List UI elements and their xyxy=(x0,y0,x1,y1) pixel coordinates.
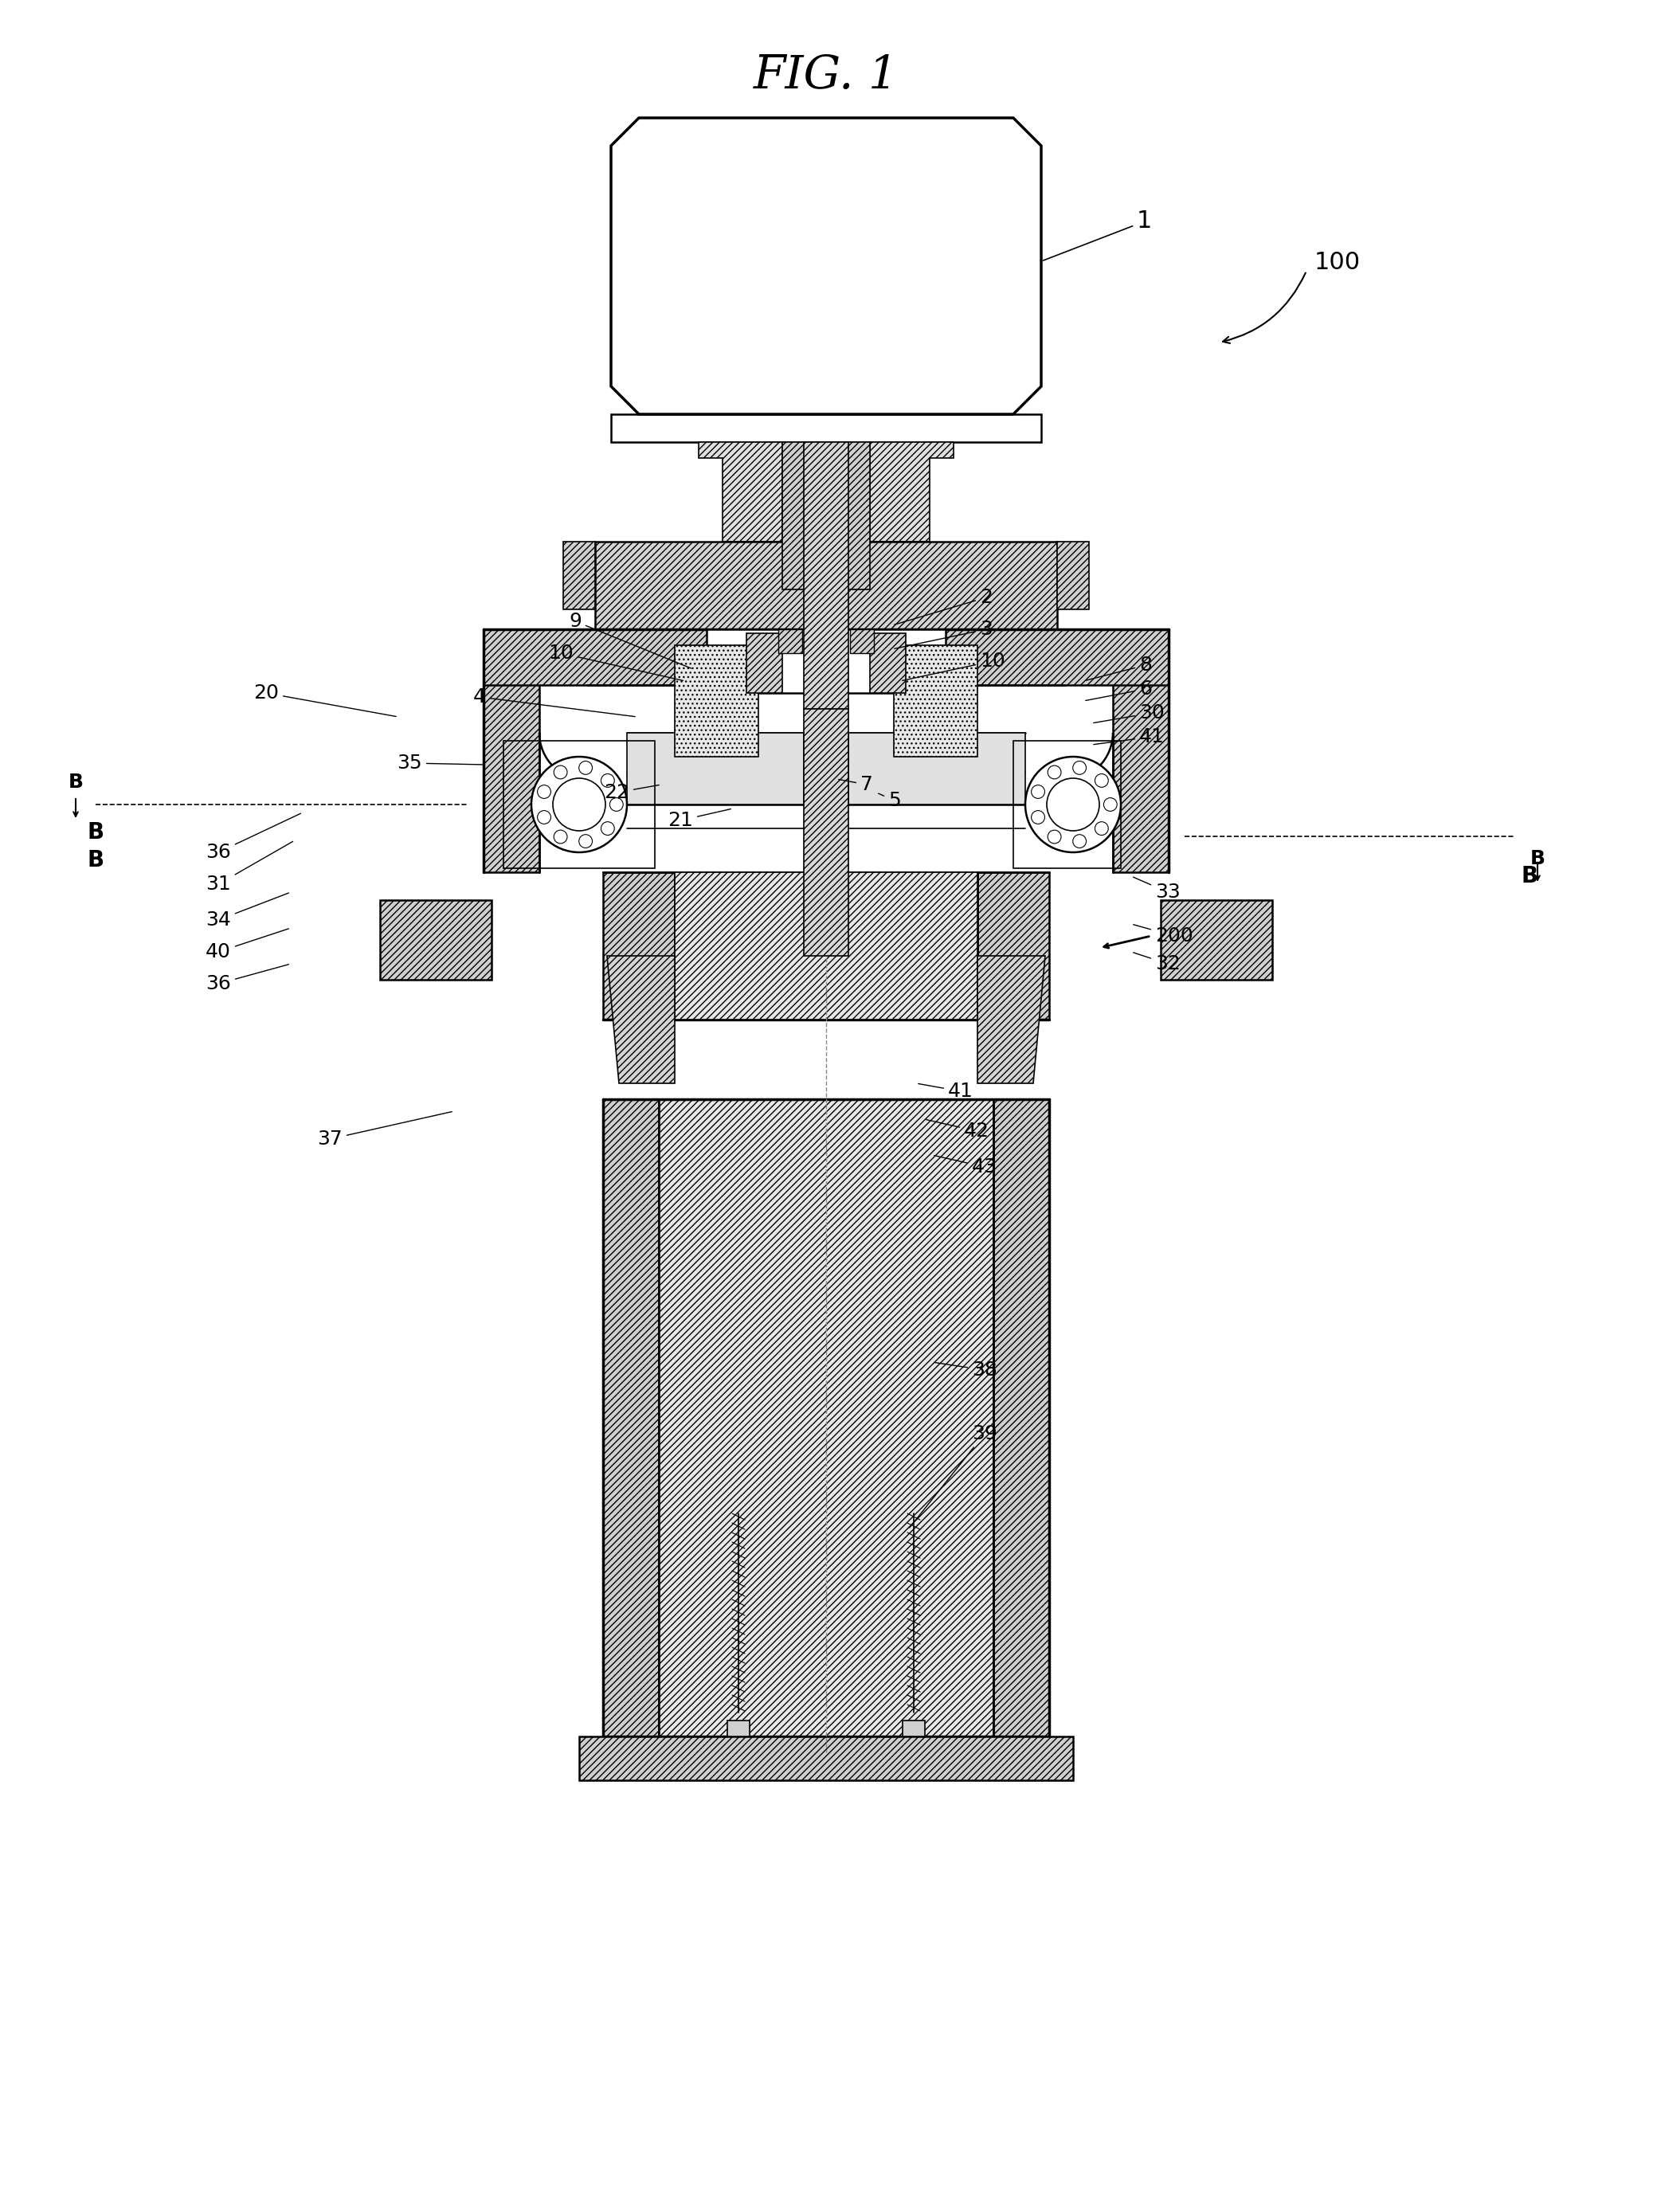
Polygon shape xyxy=(747,633,782,692)
Text: 33: 33 xyxy=(1134,878,1180,902)
Text: 2: 2 xyxy=(894,588,992,624)
Text: 7: 7 xyxy=(838,774,873,794)
Text: 3: 3 xyxy=(894,619,992,648)
Polygon shape xyxy=(977,872,1050,1020)
Text: 42: 42 xyxy=(926,1119,990,1141)
Polygon shape xyxy=(977,956,1045,1084)
Circle shape xyxy=(1073,834,1086,847)
Polygon shape xyxy=(1160,900,1273,980)
Text: B: B xyxy=(1531,849,1546,869)
Text: 43: 43 xyxy=(934,1155,997,1177)
Polygon shape xyxy=(706,628,946,692)
Text: 100: 100 xyxy=(1314,252,1360,274)
Polygon shape xyxy=(848,732,1025,805)
Polygon shape xyxy=(674,646,759,757)
Text: B: B xyxy=(88,849,104,872)
Text: 4: 4 xyxy=(473,688,635,717)
Text: 9: 9 xyxy=(569,613,691,668)
Text: 36: 36 xyxy=(205,964,289,993)
Text: 5: 5 xyxy=(878,792,901,810)
Text: 200: 200 xyxy=(1134,925,1193,945)
Circle shape xyxy=(554,765,567,779)
Text: 31: 31 xyxy=(205,841,293,894)
Polygon shape xyxy=(484,628,539,872)
Circle shape xyxy=(531,757,626,852)
Polygon shape xyxy=(484,628,1169,686)
Text: 21: 21 xyxy=(668,810,731,830)
Text: 32: 32 xyxy=(1134,953,1180,973)
Text: 6: 6 xyxy=(1086,679,1152,701)
Circle shape xyxy=(1031,810,1045,823)
Polygon shape xyxy=(595,542,1058,661)
Text: 41: 41 xyxy=(1094,728,1165,745)
Circle shape xyxy=(1025,757,1121,852)
Text: FIG. 1: FIG. 1 xyxy=(754,53,899,97)
Circle shape xyxy=(552,779,605,832)
Text: 30: 30 xyxy=(1094,703,1164,723)
Polygon shape xyxy=(660,1099,993,1736)
Polygon shape xyxy=(612,414,1041,442)
Circle shape xyxy=(1031,785,1045,799)
Circle shape xyxy=(1094,823,1108,836)
Circle shape xyxy=(537,810,550,823)
Polygon shape xyxy=(803,442,848,708)
Circle shape xyxy=(1073,761,1086,774)
Text: 20: 20 xyxy=(253,684,397,717)
Circle shape xyxy=(554,830,567,843)
Text: 1: 1 xyxy=(1043,210,1152,261)
Polygon shape xyxy=(607,956,674,1084)
Circle shape xyxy=(579,834,592,847)
Circle shape xyxy=(610,799,623,812)
Text: 10: 10 xyxy=(903,653,1005,681)
Circle shape xyxy=(1104,799,1117,812)
Text: 22: 22 xyxy=(603,783,660,803)
Polygon shape xyxy=(894,646,977,757)
Text: 10: 10 xyxy=(549,644,683,681)
Text: 37: 37 xyxy=(317,1113,451,1148)
Circle shape xyxy=(1094,774,1108,787)
Polygon shape xyxy=(782,442,869,588)
Polygon shape xyxy=(727,1721,749,1736)
Text: B: B xyxy=(68,772,83,792)
Text: 38: 38 xyxy=(934,1360,997,1380)
Circle shape xyxy=(1046,779,1099,832)
Text: 35: 35 xyxy=(397,754,484,772)
Text: 36: 36 xyxy=(205,814,301,863)
Polygon shape xyxy=(993,1099,1050,1736)
Text: 34: 34 xyxy=(205,894,289,929)
Polygon shape xyxy=(699,442,782,542)
Polygon shape xyxy=(564,542,595,608)
Polygon shape xyxy=(603,872,674,1020)
Polygon shape xyxy=(612,117,1041,414)
Polygon shape xyxy=(903,1721,926,1736)
Circle shape xyxy=(579,761,592,774)
Text: 8: 8 xyxy=(1086,655,1152,681)
Text: B: B xyxy=(1521,865,1537,887)
Text: 41: 41 xyxy=(919,1082,974,1102)
Polygon shape xyxy=(1112,628,1169,872)
Polygon shape xyxy=(1058,542,1089,608)
Circle shape xyxy=(1048,765,1061,779)
Text: 39: 39 xyxy=(909,1425,997,1528)
Polygon shape xyxy=(674,872,977,1020)
Circle shape xyxy=(602,823,615,836)
FancyArrowPatch shape xyxy=(1223,272,1306,343)
Polygon shape xyxy=(579,1736,1073,1781)
Polygon shape xyxy=(869,442,954,542)
Text: 40: 40 xyxy=(205,929,289,962)
Polygon shape xyxy=(603,1099,660,1736)
Polygon shape xyxy=(779,628,802,653)
Polygon shape xyxy=(380,900,491,980)
Circle shape xyxy=(1048,830,1061,843)
Polygon shape xyxy=(803,708,848,956)
Polygon shape xyxy=(626,732,803,805)
Polygon shape xyxy=(869,633,906,692)
Circle shape xyxy=(537,785,550,799)
Polygon shape xyxy=(850,628,874,653)
Circle shape xyxy=(602,774,615,787)
Text: B: B xyxy=(88,821,104,843)
